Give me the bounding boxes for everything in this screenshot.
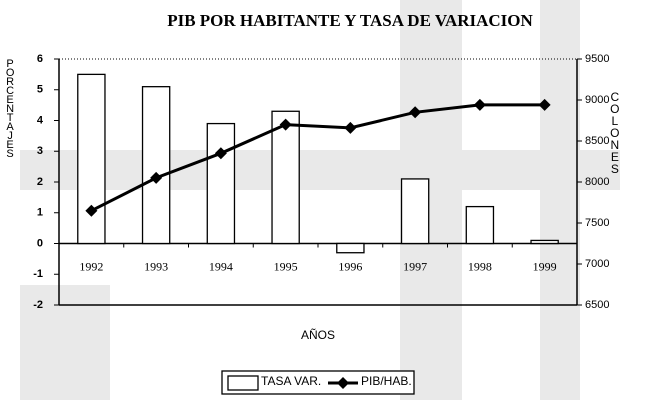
- y-tick-label: 0: [37, 237, 43, 249]
- y-tick-label: 6: [37, 53, 43, 65]
- bar: [77, 73, 106, 245]
- line-marker: [85, 204, 98, 217]
- y2-tick-label: 7500: [585, 217, 609, 229]
- y-tick-label: 3: [37, 145, 43, 157]
- y-tick-label: -2: [33, 299, 43, 311]
- y2-tick-label: 8500: [585, 135, 609, 147]
- y-tick-label: -1: [33, 268, 43, 280]
- y2-tick-label: 7000: [585, 258, 609, 270]
- legend-swatch: [227, 375, 259, 391]
- y-tick-label: 5: [37, 84, 43, 96]
- line-marker: [473, 98, 486, 111]
- legend-label: PIB/HAB.: [361, 374, 412, 388]
- line-marker: [150, 171, 163, 184]
- chart-title: PIB POR HABITANTE Y TASA DE VARIACION: [167, 11, 533, 30]
- line-marker: [214, 147, 227, 160]
- bar: [271, 110, 300, 245]
- bar: [530, 239, 559, 245]
- line-marker: [409, 106, 422, 119]
- y-axis-label: PORCENTAJES: [4, 58, 16, 157]
- bar: [206, 122, 236, 245]
- x-axis-label: AÑOS: [301, 328, 335, 342]
- x-tick-label: 1994: [209, 259, 233, 273]
- x-tick-label: 1998: [468, 259, 492, 273]
- x-tick-label: 1999: [533, 259, 557, 273]
- x-tick-label: 1995: [274, 259, 298, 273]
- line: [90, 103, 545, 213]
- bar: [141, 86, 171, 245]
- y2-tick-label: 8000: [585, 176, 609, 188]
- x-tick-label: 1993: [144, 259, 168, 273]
- line-marker: [279, 118, 292, 131]
- legend-label: TASA VAR.: [261, 374, 321, 388]
- y2-tick-label: 9000: [585, 94, 609, 106]
- x-tick-label: 1992: [79, 259, 103, 273]
- y2-tick-label: 9500: [585, 53, 609, 65]
- bar: [465, 205, 495, 245]
- line-marker: [538, 98, 551, 111]
- legend-box: [221, 370, 415, 395]
- bar: [400, 178, 430, 245]
- y2-tick-label: 6500: [585, 299, 609, 311]
- y-tick-label: 4: [37, 114, 44, 126]
- y2-axis-label: COLONES: [608, 90, 622, 174]
- bar: [336, 242, 365, 254]
- y-tick-label: 1: [37, 207, 43, 219]
- x-tick-label: 1997: [403, 259, 427, 273]
- background-watermark: [20, 0, 620, 400]
- legend-swatch-marker: [337, 377, 349, 389]
- x-tick-label: 1996: [338, 259, 362, 273]
- line-marker: [344, 121, 357, 134]
- y-tick-label: 2: [37, 176, 43, 188]
